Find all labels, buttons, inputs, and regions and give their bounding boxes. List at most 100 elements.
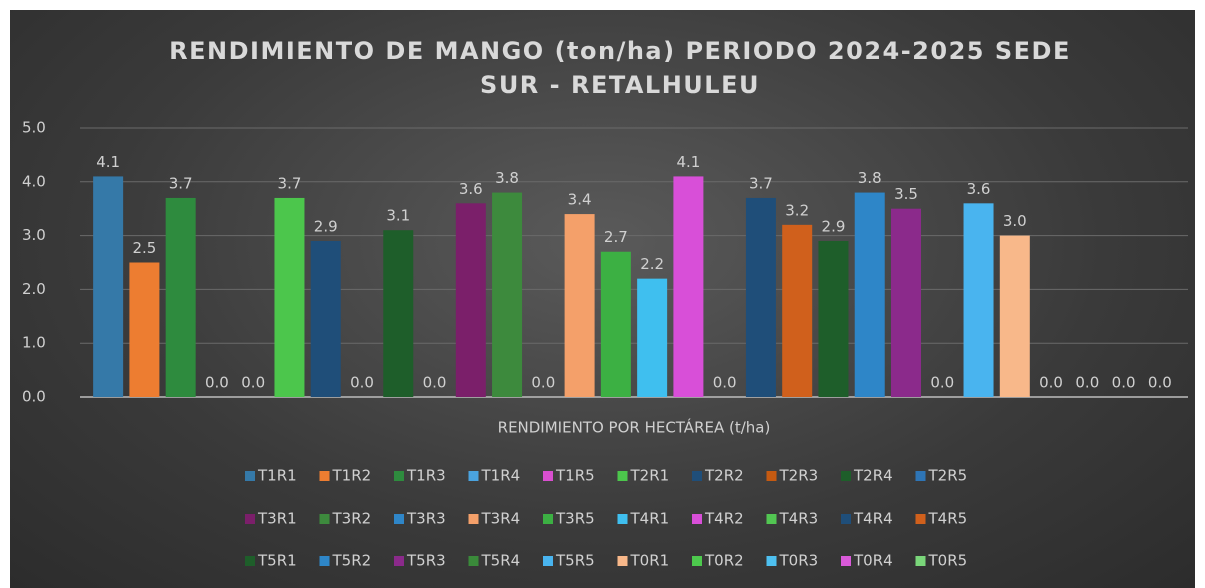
legend-label: T0R3 bbox=[779, 552, 819, 570]
data-label: 0.0 bbox=[1112, 374, 1136, 392]
y-tick-label: 5.0 bbox=[22, 119, 46, 137]
bar bbox=[999, 235, 1030, 397]
data-label: 2.5 bbox=[132, 239, 156, 257]
bar bbox=[637, 278, 668, 397]
legend-swatch bbox=[319, 514, 330, 524]
legend-label: T1R4 bbox=[481, 467, 521, 485]
bar bbox=[818, 240, 849, 397]
chart: 0.0 1.0 2.0 3.0 4.0 5.0 4.1 2.5 3.7 0.0 0.0 3.7 2.9 0… bbox=[22, 119, 1188, 570]
data-label: 4.1 bbox=[676, 153, 700, 171]
legend-swatch bbox=[766, 471, 777, 481]
y-tick-label: 0.0 bbox=[22, 388, 46, 406]
legend-swatch bbox=[245, 471, 255, 481]
y-tick-label: 3.0 bbox=[22, 226, 46, 244]
bar bbox=[963, 203, 994, 397]
legend-swatch bbox=[245, 556, 255, 566]
data-label: 3.4 bbox=[568, 191, 592, 209]
data-label: 3.2 bbox=[785, 201, 809, 219]
legend-swatch bbox=[915, 556, 926, 566]
data-label: 0.0 bbox=[1075, 374, 1099, 392]
bar bbox=[383, 230, 414, 397]
data-label: 3.8 bbox=[858, 169, 882, 187]
legend-label: T1R3 bbox=[406, 467, 446, 485]
data-label: 3.7 bbox=[169, 174, 193, 192]
data-label: 0.0 bbox=[423, 374, 447, 392]
data-label: 0.0 bbox=[205, 374, 229, 392]
data-label: 0.0 bbox=[713, 374, 737, 392]
bar bbox=[600, 251, 631, 397]
legend-swatch bbox=[841, 514, 851, 524]
bar bbox=[673, 176, 704, 397]
legend-swatch bbox=[394, 556, 404, 566]
y-tick-label: 1.0 bbox=[22, 334, 46, 352]
legend-swatch bbox=[319, 471, 330, 481]
legend-swatch bbox=[319, 556, 330, 566]
bar bbox=[93, 176, 124, 397]
data-label: 0.0 bbox=[350, 374, 374, 392]
legend-swatch bbox=[915, 514, 926, 524]
legend-swatch bbox=[766, 556, 777, 566]
chart-title: RENDIMIENTO DE MANGO (ton/ha) PERIODO 20… bbox=[169, 37, 1071, 99]
legend-swatch bbox=[543, 556, 553, 566]
bar bbox=[782, 224, 813, 397]
legend-label: T4R1 bbox=[630, 510, 670, 528]
y-tick-label: 4.0 bbox=[22, 172, 46, 190]
legend-swatch bbox=[692, 556, 702, 566]
bar bbox=[165, 197, 196, 397]
bar bbox=[274, 197, 305, 397]
data-label: 4.1 bbox=[96, 153, 120, 171]
x-tick-label: RENDIMIENTO POR HECTÁREA (t/ha) bbox=[498, 418, 771, 437]
legend-swatch bbox=[617, 556, 628, 566]
data-label: 3.1 bbox=[386, 207, 410, 225]
bar bbox=[854, 192, 885, 397]
bar bbox=[129, 262, 160, 397]
bar bbox=[564, 214, 595, 397]
data-label: 3.5 bbox=[894, 185, 918, 203]
y-tick-label: 2.0 bbox=[22, 280, 46, 298]
data-label: 3.6 bbox=[459, 180, 483, 198]
legend-swatch bbox=[468, 471, 479, 481]
legend-swatch bbox=[245, 514, 255, 524]
legend-label: T5R5 bbox=[555, 552, 595, 570]
legend-label: T0R2 bbox=[704, 552, 744, 570]
legend-swatch bbox=[617, 514, 628, 524]
data-label: 2.7 bbox=[604, 228, 628, 246]
legend-swatch bbox=[543, 471, 553, 481]
data-label: 0.0 bbox=[1039, 374, 1063, 392]
bar bbox=[455, 203, 486, 397]
data-label: 2.9 bbox=[822, 217, 846, 235]
legend-label: T0R1 bbox=[630, 552, 670, 570]
legend-label: T5R4 bbox=[481, 552, 521, 570]
legend-label: T4R4 bbox=[853, 510, 893, 528]
legend-label: T0R5 bbox=[928, 552, 968, 570]
data-label: 0.0 bbox=[241, 374, 265, 392]
legend-label: T3R5 bbox=[555, 510, 595, 528]
legend-swatch bbox=[841, 556, 851, 566]
data-label: 3.6 bbox=[967, 180, 991, 198]
legend-label: T3R3 bbox=[406, 510, 446, 528]
data-label: 0.0 bbox=[1148, 374, 1172, 392]
legend-label: T1R1 bbox=[257, 467, 297, 485]
bar bbox=[310, 240, 341, 397]
legend-swatch bbox=[617, 471, 628, 481]
legend-label: T4R5 bbox=[928, 510, 968, 528]
legend-label: T2R1 bbox=[630, 467, 670, 485]
legend-swatch bbox=[766, 514, 777, 524]
data-label: 3.8 bbox=[495, 169, 519, 187]
legend-swatch bbox=[841, 471, 851, 481]
legend-swatch bbox=[394, 471, 404, 481]
legend-label: T1R2 bbox=[332, 467, 372, 485]
legend-label: T2R3 bbox=[779, 467, 819, 485]
bar bbox=[492, 192, 523, 397]
legend-label: T0R4 bbox=[853, 552, 893, 570]
legend-label: T2R2 bbox=[704, 467, 744, 485]
legend-label: T1R5 bbox=[555, 467, 595, 485]
legend-label: T4R2 bbox=[704, 510, 744, 528]
legend-label: T2R5 bbox=[928, 467, 968, 485]
legend-swatch bbox=[394, 514, 404, 524]
data-label: 2.9 bbox=[314, 217, 338, 235]
legend-label: T3R4 bbox=[481, 510, 521, 528]
legend-swatch bbox=[468, 556, 479, 566]
bar bbox=[745, 197, 776, 397]
legend-label: T5R2 bbox=[332, 552, 372, 570]
